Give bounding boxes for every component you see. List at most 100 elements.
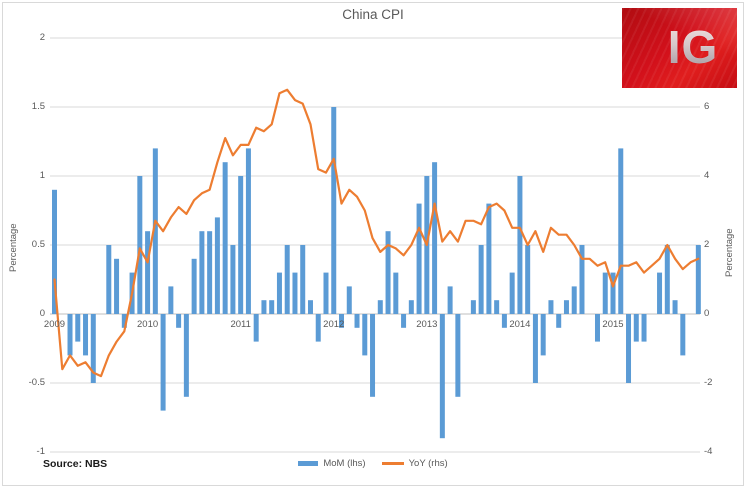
mom-bar-2013-04 <box>447 286 453 314</box>
mom-bar-2014-12 <box>602 272 608 314</box>
left-tick-label-1.5: 1.5 <box>31 101 45 112</box>
left-tick-label-2: 2 <box>39 32 45 43</box>
mom-bar-2011-06 <box>276 272 282 314</box>
mom-bar-2015-10 <box>680 314 686 356</box>
mom-bar-2014-01 <box>517 176 523 314</box>
right-tick-label-0: 0 <box>704 308 710 319</box>
year-label-2013: 2013 <box>416 319 438 330</box>
left-tick-label-0: 0 <box>39 308 45 319</box>
mom-bar-2015-05 <box>641 314 647 342</box>
mom-bar-2010-11 <box>222 162 228 314</box>
mom-bar-2010-06 <box>183 314 189 397</box>
mom-bar-2015-04 <box>633 314 639 342</box>
mom-bar-2010-03 <box>160 314 166 411</box>
mom-bar-2010-09 <box>207 231 213 314</box>
mom-bar-2013-03 <box>439 314 445 439</box>
mom-bar-2013-05 <box>455 314 461 397</box>
mom-bar-2015-07 <box>657 272 663 314</box>
mom-bar-2011-02 <box>245 148 251 314</box>
mom-bar-2014-09 <box>579 245 585 314</box>
mom-bar-2012-11 <box>408 300 414 314</box>
mom-bar-2011-10 <box>307 300 313 314</box>
mom-bar-2012-02 <box>339 314 345 328</box>
year-label-2011: 2011 <box>230 319 251 330</box>
mom-bar-2015-02 <box>618 148 624 314</box>
mom-bar-2012-12 <box>416 203 422 314</box>
yoy-line <box>53 88 700 378</box>
mom-bar-2012-05 <box>362 314 368 356</box>
mom-bar-2014-11 <box>594 314 600 342</box>
mom-bar-2015-08 <box>664 245 670 314</box>
right-tick-label-2: 2 <box>704 239 710 250</box>
chart-title: China CPI <box>342 7 404 22</box>
yoy-line-swatch-icon <box>381 462 404 465</box>
mom-bar-2010-07 <box>191 258 197 314</box>
source-note: Source: NBS <box>43 458 108 470</box>
mom-bar-2015-01 <box>610 272 616 314</box>
mom-bar-swatch-icon <box>298 461 319 466</box>
right-tick-label-4: 4 <box>704 170 710 181</box>
mom-bar-2009-01 <box>52 189 57 314</box>
legend: MoM (lhs) YoY (rhs) <box>0 458 746 469</box>
mom-bar-2013-07 <box>470 300 476 314</box>
mom-bar-2014-08 <box>571 286 577 314</box>
mom-bar-2012-07 <box>377 300 383 314</box>
mom-bar-2014-02 <box>525 245 531 314</box>
mom-bar-2015-12 <box>695 245 701 314</box>
mom-bar-2010-01 <box>145 231 151 314</box>
left-tick-label-1: 1 <box>39 170 45 181</box>
year-label-2009: 2009 <box>43 319 66 330</box>
mom-bar-2012-08 <box>385 231 391 314</box>
mom-bar-2009-09 <box>114 258 120 314</box>
mom-bar-2011-05 <box>269 300 275 314</box>
year-label-2010: 2010 <box>137 319 159 330</box>
mom-bar-2011-11 <box>315 314 321 342</box>
mom-bar-2014-04 <box>540 314 546 356</box>
mom-bar-2010-12 <box>230 245 236 314</box>
mom-bar-2011-07 <box>284 245 290 314</box>
mom-bar-2011-08 <box>292 272 298 314</box>
ig-logo: IG <box>622 8 737 88</box>
mom-bar-2015-09 <box>672 300 678 314</box>
ig-logo-text: IG <box>658 20 728 74</box>
mom-bar-2009-05 <box>83 314 89 356</box>
legend-item-yoy: YoY (rhs) <box>381 458 448 469</box>
year-label-2012: 2012 <box>323 319 345 330</box>
mom-bar-2010-10 <box>214 217 220 314</box>
left-tick-label--0.5: -0.5 <box>28 377 45 388</box>
mom-bar-2015-03 <box>626 314 632 383</box>
mom-bar-2014-07 <box>563 300 569 314</box>
mom-bar-2013-10 <box>494 300 500 314</box>
left-tick-label-0.5: 0.5 <box>31 239 45 250</box>
mom-bar-2012-04 <box>354 314 360 328</box>
legend-label-mom: MoM (lhs) <box>323 458 366 469</box>
right-tick-label--2: -2 <box>704 377 713 388</box>
legend-label-yoy: YoY (rhs) <box>408 458 448 469</box>
mom-bar-2013-11 <box>501 314 507 328</box>
mom-bar-2014-05 <box>548 300 554 314</box>
mom-bar-2014-06 <box>556 314 562 328</box>
mom-bar-2012-01 <box>331 107 337 314</box>
mom-bar-2009-12 <box>137 176 143 314</box>
mom-bar-2012-06 <box>370 314 376 397</box>
mom-bar-2013-12 <box>509 272 515 314</box>
year-label-2015: 2015 <box>602 319 624 330</box>
right-tick-label--4: -4 <box>704 446 713 457</box>
mom-bar-2011-03 <box>253 314 259 342</box>
mom-bar-2009-04 <box>75 314 81 342</box>
mom-bar-2012-09 <box>393 272 399 314</box>
legend-item-mom: MoM (lhs) <box>298 458 366 469</box>
mom-bar-2012-10 <box>401 314 407 328</box>
mom-bar-2013-08 <box>478 245 484 314</box>
mom-bar-2011-04 <box>261 300 267 314</box>
mom-bar-2009-08 <box>106 245 112 314</box>
mom-bar-2011-12 <box>323 272 329 314</box>
mom-bar-2014-03 <box>532 314 538 383</box>
mom-bar-2009-06 <box>90 314 96 383</box>
mom-bar-2010-05 <box>176 314 182 328</box>
mom-bar-2013-09 <box>486 203 492 314</box>
mom-bar-2013-02 <box>432 162 438 314</box>
left-tick-label--1: -1 <box>36 446 45 457</box>
